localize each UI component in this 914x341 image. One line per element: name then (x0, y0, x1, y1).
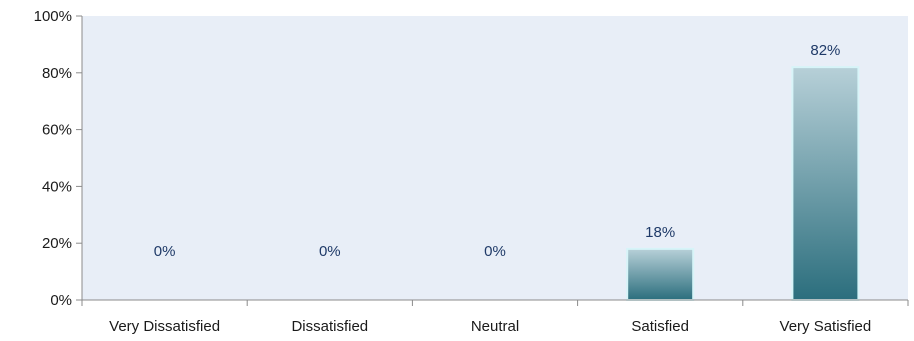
x-category-label: Neutral (471, 318, 519, 335)
y-tick-label: 100% (34, 8, 72, 25)
y-tick-label: 80% (42, 65, 72, 82)
plot-area (82, 16, 908, 300)
y-tick-label: 0% (50, 292, 72, 309)
data-label: 0% (319, 243, 341, 260)
x-category-label: Very Satisfied (780, 318, 872, 335)
x-category-label: Satisfied (631, 318, 689, 335)
bar (791, 66, 860, 302)
bar (626, 247, 695, 302)
y-tick-label: 60% (42, 122, 72, 139)
data-label: 82% (810, 42, 840, 59)
x-category-label: Very Dissatisfied (109, 318, 220, 335)
data-label: 0% (154, 243, 176, 260)
y-ticks-group: 0% 20% 40% 60% 80% 100% (34, 8, 82, 309)
x-ticks-group: Very Dissatisfied Dissatisfied Neutral Sati… (81, 300, 909, 335)
data-label: 18% (645, 224, 675, 241)
data-labels-group: 0% 0% 0% 18% 82% (154, 42, 841, 260)
x-category-label: Dissatisfied (291, 318, 368, 335)
data-label: 0% (484, 243, 506, 260)
y-tick-label: 20% (42, 235, 72, 252)
bars-group (626, 66, 860, 302)
y-tick-label: 40% (42, 178, 72, 195)
